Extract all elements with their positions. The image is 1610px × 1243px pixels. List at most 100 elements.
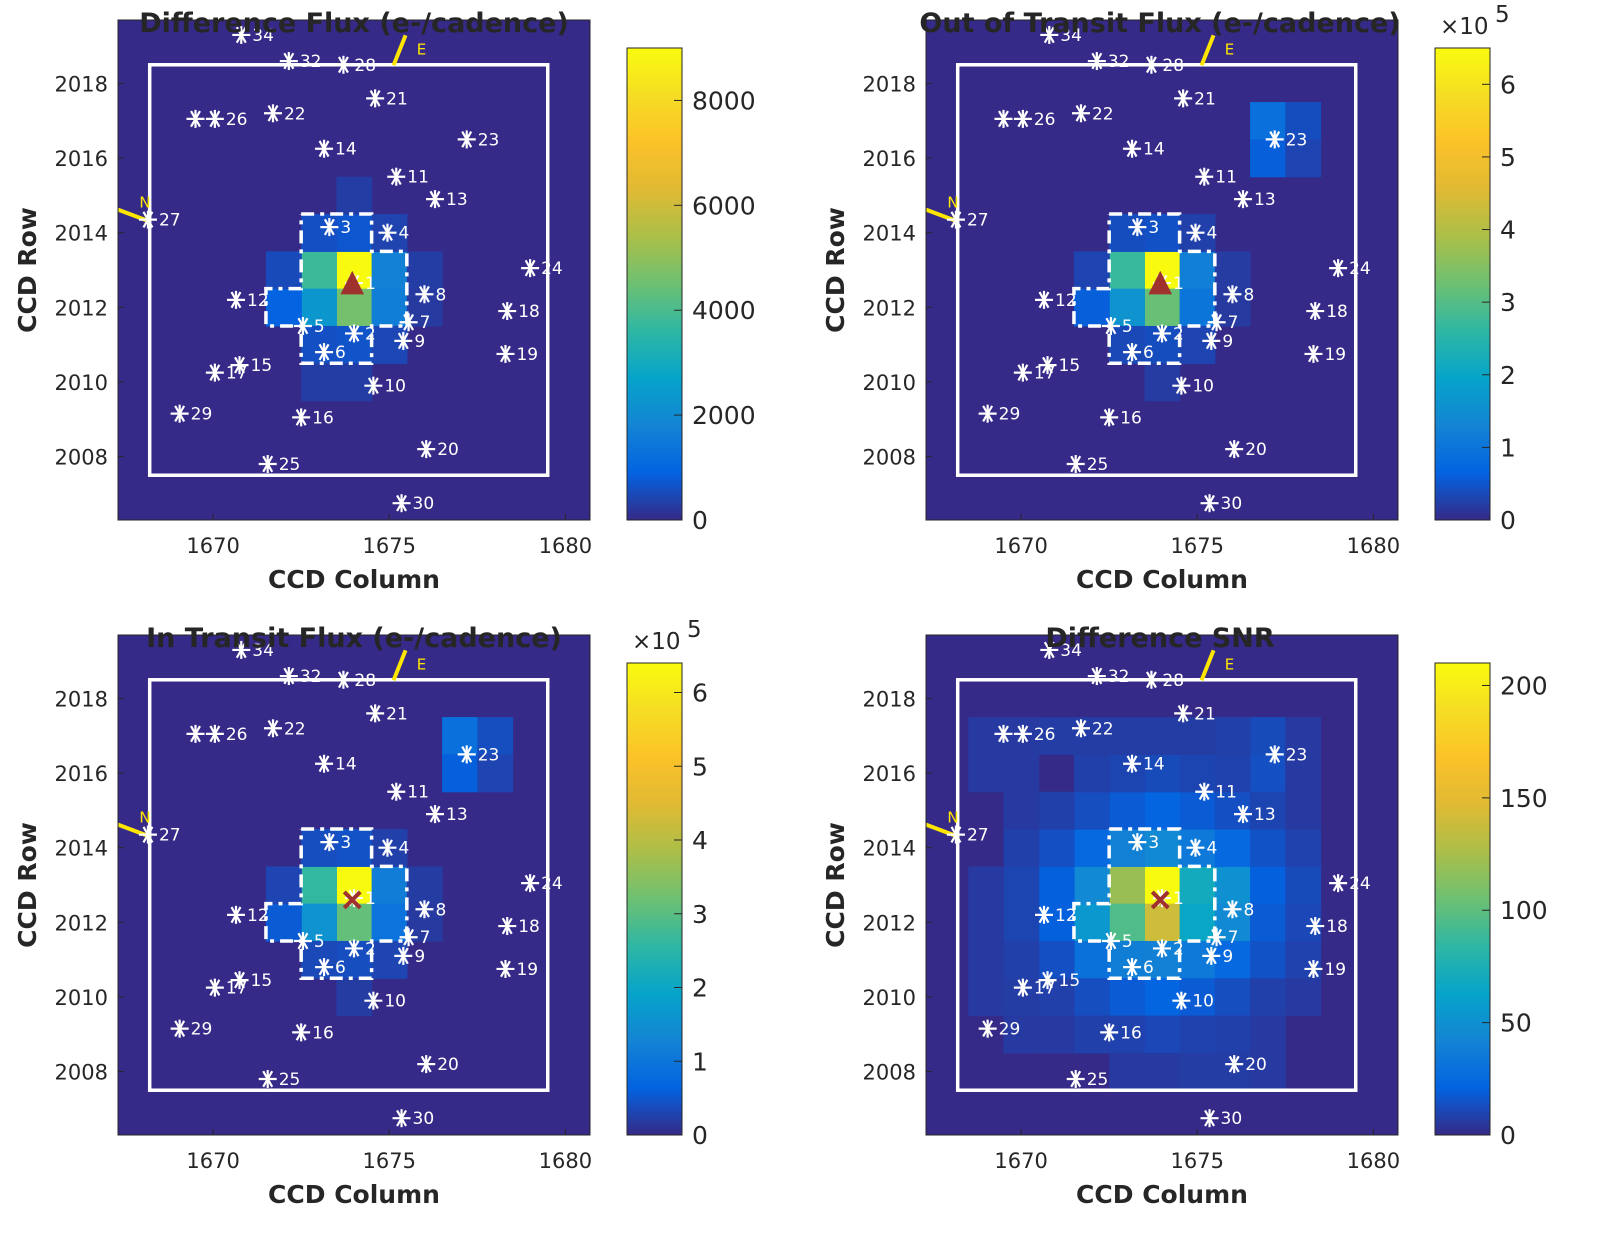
star-label: 5 xyxy=(314,932,325,952)
pixel-cell xyxy=(265,866,302,905)
y-tick-label: 2018 xyxy=(863,687,916,711)
star-marker: 23 xyxy=(457,745,499,765)
y-tick-label: 2016 xyxy=(55,147,108,171)
pixel-cell xyxy=(1179,717,1216,756)
star-marker: 25 xyxy=(258,455,301,475)
star-label: 30 xyxy=(1221,1109,1243,1129)
star-label: 9 xyxy=(414,332,425,352)
east-arrow xyxy=(1199,649,1216,682)
colorbar-tick-label: 6 xyxy=(1500,70,1516,99)
star-marker: 28 xyxy=(334,670,376,691)
star-marker: 10 xyxy=(1172,376,1214,397)
colorbar-tick-label: 5 xyxy=(1500,143,1516,172)
star-label: 4 xyxy=(1206,839,1217,859)
star-label: 13 xyxy=(1254,805,1276,825)
star-label: 25 xyxy=(279,455,301,475)
star-label: 27 xyxy=(967,211,989,231)
pixel-cell xyxy=(301,214,337,252)
east-label: E xyxy=(1225,40,1234,58)
pixel-cell xyxy=(1144,903,1181,942)
colorbar-tick-label: 2 xyxy=(692,974,708,1003)
star-label: 6 xyxy=(1143,958,1154,978)
colorbar-tick-label: 0 xyxy=(692,506,708,535)
pixel-cell xyxy=(1109,791,1145,830)
star-label: 5 xyxy=(314,317,325,337)
star-marker: 11 xyxy=(1195,782,1237,803)
star-marker: 30 xyxy=(392,1109,434,1129)
star-marker: 8 xyxy=(1223,900,1254,920)
star-label: 13 xyxy=(1254,190,1276,210)
star-label: 6 xyxy=(335,343,346,363)
x-axis-label: CCD Column xyxy=(268,1180,440,1209)
colorbar-tick-label: 6 xyxy=(692,679,708,708)
star-label: 20 xyxy=(437,1055,459,1075)
pixel-cell xyxy=(442,717,478,756)
pixel-cell xyxy=(1285,978,1322,1017)
x-tick-label: 1670 xyxy=(186,534,239,558)
pixel-cell xyxy=(1285,754,1322,793)
pixel-cell xyxy=(1003,1015,1040,1054)
panel-title: In Transit Flux (e-/cadence) xyxy=(146,623,562,654)
star-marker: 9 xyxy=(394,946,425,967)
pixel-cell xyxy=(1003,791,1040,830)
star-label: 23 xyxy=(478,130,500,150)
star-label: 8 xyxy=(435,900,446,920)
pixel-cell xyxy=(1038,829,1075,867)
star-marker: 18 xyxy=(498,917,540,937)
pixel-cell xyxy=(371,251,408,290)
star-marker: 22 xyxy=(1071,719,1114,739)
star-marker: 7 xyxy=(1207,313,1238,333)
star-marker: 2 xyxy=(345,939,376,959)
colorbar-exponent-base: ×10 xyxy=(1440,14,1489,40)
y-tick-label: 2018 xyxy=(55,72,108,96)
pixel-cell xyxy=(265,903,302,942)
star-label: 21 xyxy=(1194,89,1216,109)
star-label: 6 xyxy=(1143,343,1154,363)
star-label: 29 xyxy=(191,1020,213,1040)
pixel-cell xyxy=(477,754,514,793)
star-label: 16 xyxy=(312,408,334,428)
y-tick-label: 2014 xyxy=(863,222,916,246)
star-label: 11 xyxy=(407,783,429,803)
pixel-cell xyxy=(968,754,1005,793)
star-marker: 5 xyxy=(1101,931,1133,952)
star-marker xyxy=(186,724,205,743)
colorbar-tick-label: 3 xyxy=(1500,288,1516,317)
star-marker: 12 xyxy=(227,290,269,311)
star-marker: 4 xyxy=(1186,223,1217,244)
east-label: E xyxy=(417,40,426,58)
star-marker: 10 xyxy=(364,376,406,397)
star-marker: 7 xyxy=(399,928,430,948)
star-marker: 3 xyxy=(320,833,351,853)
pixel-cell xyxy=(1144,363,1181,402)
star-label: 34 xyxy=(1060,641,1082,661)
pixel-cell xyxy=(406,866,443,905)
star-label: 4 xyxy=(398,839,409,859)
star-marker: 32 xyxy=(1087,667,1129,687)
east-arrow xyxy=(1199,34,1216,67)
star-label: 18 xyxy=(1326,917,1348,937)
pixel-cell xyxy=(1109,866,1145,905)
star-marker: 17 xyxy=(1013,363,1056,384)
star-label: 5 xyxy=(1122,932,1133,952)
star-label: 17 xyxy=(226,979,248,999)
star-marker: 11 xyxy=(1195,167,1237,188)
pixel-cell xyxy=(1073,1015,1110,1054)
x-axis-label: CCD Column xyxy=(268,565,440,594)
star-label: 27 xyxy=(159,211,181,231)
colorbar-tick-label: 0 xyxy=(692,1121,708,1150)
colorbar-tick-label: 4000 xyxy=(692,296,756,325)
east-arrow xyxy=(391,649,408,682)
pixel-cell xyxy=(1144,754,1181,793)
centroid-triangle-icon xyxy=(340,270,365,295)
colorbar-tick-label: 0 xyxy=(1500,1121,1516,1150)
star-label: 28 xyxy=(1162,671,1184,691)
colorbar xyxy=(1434,662,1491,1136)
pixel-cell xyxy=(1109,1015,1145,1054)
star-marker: 11 xyxy=(387,782,429,803)
pixel-cell xyxy=(1214,717,1251,756)
aperture-outline xyxy=(264,212,409,366)
